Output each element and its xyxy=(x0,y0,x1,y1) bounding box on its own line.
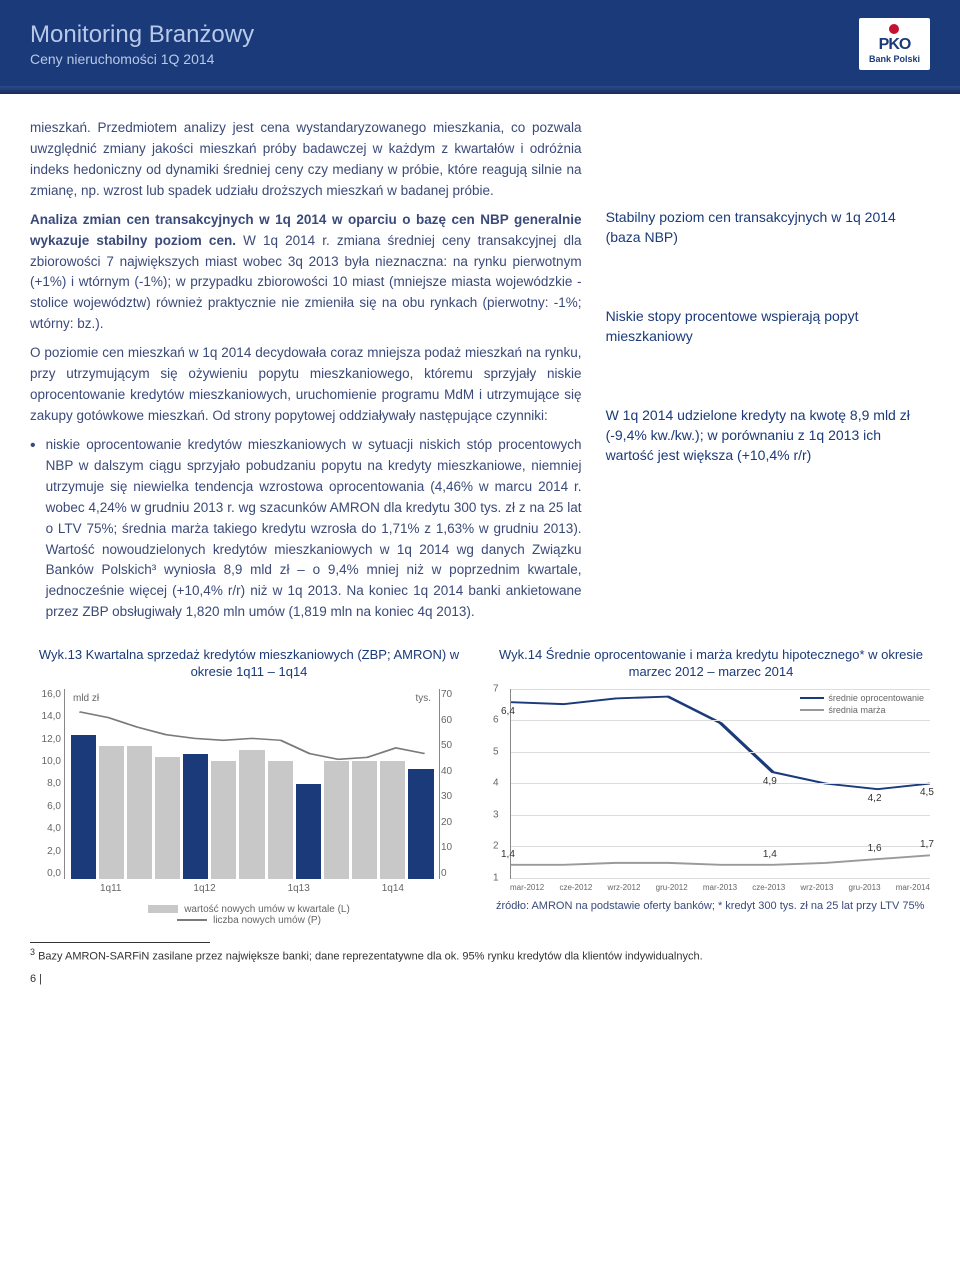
chart-13-title: Wyk.13 Kwartalna sprzedaż kredytów miesz… xyxy=(30,647,468,681)
main-column: mieszkań. Przedmiotem analizy jest cena … xyxy=(30,118,582,631)
footnote-number: 3 xyxy=(30,947,35,957)
data-label: 4,2 xyxy=(868,793,882,804)
data-label: 1,4 xyxy=(763,849,777,860)
ytick: 1 xyxy=(493,872,499,883)
content-row: mieszkań. Przedmiotem analizy jest cena … xyxy=(0,94,960,641)
data-label: 6,4 xyxy=(501,706,515,717)
data-label: 1,4 xyxy=(501,849,515,860)
legend-2-label: liczba nowych umów (P) xyxy=(213,915,321,926)
ytick-right: 40 xyxy=(441,766,465,777)
chart-13-yaxis-left: 16,0 14,0 12,0 10,0 8,0 6,0 4,0 2,0 0,0 xyxy=(31,689,61,879)
gridline xyxy=(511,752,930,753)
logo-brand: PKO xyxy=(869,36,920,54)
side-note-2: Niskie stopy procentowe wspierają popyt … xyxy=(606,307,930,346)
gridline xyxy=(511,815,930,816)
header-title: Monitoring Branżowy xyxy=(30,21,254,49)
page-header: Monitoring Branżowy Ceny nieruchomości 1… xyxy=(0,0,960,86)
xtick: cze-2012 xyxy=(559,883,592,892)
xtick: 1q13 xyxy=(288,883,310,894)
xtick: cze-2013 xyxy=(752,883,785,892)
data-label: 1,6 xyxy=(868,843,882,854)
para-1: mieszkań. Przedmiotem analizy jest cena … xyxy=(30,118,582,202)
xtick: wrz-2013 xyxy=(800,883,833,892)
ytick-left: 6,0 xyxy=(31,801,61,812)
xtick: wrz-2012 xyxy=(608,883,641,892)
bank-logo: PKO Bank Polski xyxy=(859,18,930,70)
xtick: mar-2013 xyxy=(703,883,737,892)
ytick: 2 xyxy=(493,841,499,852)
side-note-3: W 1q 2014 udzielone kredyty na kwotę 8,9… xyxy=(606,406,930,465)
ytick-left: 0,0 xyxy=(31,868,61,879)
ytick-right: 60 xyxy=(441,715,465,726)
charts-row: Wyk.13 Kwartalna sprzedaż kredytów miesz… xyxy=(0,641,960,936)
chart-13-xaxis: 1q11 1q12 1q13 1q14 xyxy=(64,883,440,894)
chart-13-plot: mld zł tys. 16,014,012,010,08,06,04,02,0… xyxy=(64,689,440,879)
ytick: 3 xyxy=(493,809,499,820)
xtick: mar-2012 xyxy=(510,883,544,892)
ytick-right: 20 xyxy=(441,817,465,828)
ytick: 7 xyxy=(493,683,499,694)
ytick-right: 30 xyxy=(441,791,465,802)
xtick: 1q12 xyxy=(193,883,215,894)
data-label: 4,5 xyxy=(920,787,934,798)
chart-14-plot: średnie oprocentowanie średnia marża 765… xyxy=(510,689,930,879)
ytick-left: 2,0 xyxy=(31,846,61,857)
chart-14-xaxis: mar-2012 cze-2012 wrz-2012 gru-2012 mar-2013… xyxy=(510,883,930,892)
gridline xyxy=(511,689,930,690)
footnote-text: Bazy AMRON-SARFiN zasilane przez najwięk… xyxy=(38,951,703,963)
page-number: 6 | xyxy=(0,973,960,1001)
bullet-text: niskie oprocentowanie kredytów mieszkani… xyxy=(46,435,582,623)
chart-14: Wyk.14 Średnie oprocentowanie i marża kr… xyxy=(492,647,930,926)
legend-bar-icon xyxy=(148,905,178,913)
ytick-left: 4,0 xyxy=(31,823,61,834)
chart-13-legend: wartość nowych umów w kwartale (L) liczb… xyxy=(30,904,468,926)
data-label: 4,9 xyxy=(763,776,777,787)
ytick-right: 10 xyxy=(441,842,465,853)
ytick: 5 xyxy=(493,746,499,757)
side-column: Stabilny poziom cen transakcyjnych w 1q … xyxy=(606,118,930,631)
footnote-separator xyxy=(30,942,210,943)
ytick-right: 70 xyxy=(441,689,465,700)
chart-14-title: Wyk.14 Średnie oprocentowanie i marża kr… xyxy=(492,647,930,681)
gridline xyxy=(511,878,930,879)
ytick-right: 0 xyxy=(441,868,465,879)
ytick-left: 16,0 xyxy=(31,689,61,700)
xtick: gru-2013 xyxy=(849,883,881,892)
side-note-1: Stabilny poziom cen transakcyjnych w 1q … xyxy=(606,208,930,247)
para-2: Analiza zmian cen transakcyjnych w 1q 20… xyxy=(30,210,582,336)
ytick-left: 8,0 xyxy=(31,778,61,789)
chart-13-line xyxy=(65,689,439,879)
xtick: mar-2014 xyxy=(896,883,930,892)
ytick-left: 10,0 xyxy=(31,756,61,767)
ytick-left: 14,0 xyxy=(31,711,61,722)
chart-14-source: źródło: AMRON na podstawie oferty banków… xyxy=(492,900,930,912)
xtick: gru-2012 xyxy=(656,883,688,892)
para-3: O poziomie cen mieszkań w 1q 2014 decydo… xyxy=(30,343,582,427)
data-label: 1,7 xyxy=(920,839,934,850)
bullet-marker-icon: • xyxy=(30,435,36,631)
bullet-1: • niskie oprocentowanie kredytów mieszka… xyxy=(30,435,582,631)
xtick: 1q11 xyxy=(100,883,122,894)
legend-line-icon xyxy=(177,919,207,921)
xtick: 1q14 xyxy=(382,883,404,894)
gridline xyxy=(511,783,930,784)
logo-dot-icon xyxy=(889,24,899,34)
header-subtitle: Ceny nieruchomości 1Q 2014 xyxy=(30,51,254,67)
ytick-right: 50 xyxy=(441,740,465,751)
ytick: 6 xyxy=(493,715,499,726)
ytick: 4 xyxy=(493,778,499,789)
chart-13-yaxis-right: 70 60 50 40 30 20 10 0 xyxy=(441,689,465,879)
header-accent-bar xyxy=(0,86,960,94)
header-left: Monitoring Branżowy Ceny nieruchomości 1… xyxy=(30,21,254,67)
chart-13: Wyk.13 Kwartalna sprzedaż kredytów miesz… xyxy=(30,647,468,926)
logo-sub: Bank Polski xyxy=(869,54,920,64)
legend-1-label: wartość nowych umów w kwartale (L) xyxy=(184,904,350,915)
gridline xyxy=(511,720,930,721)
footnote: 3 Bazy AMRON-SARFiN zasilane przez najwi… xyxy=(0,947,960,973)
ytick-left: 12,0 xyxy=(31,734,61,745)
